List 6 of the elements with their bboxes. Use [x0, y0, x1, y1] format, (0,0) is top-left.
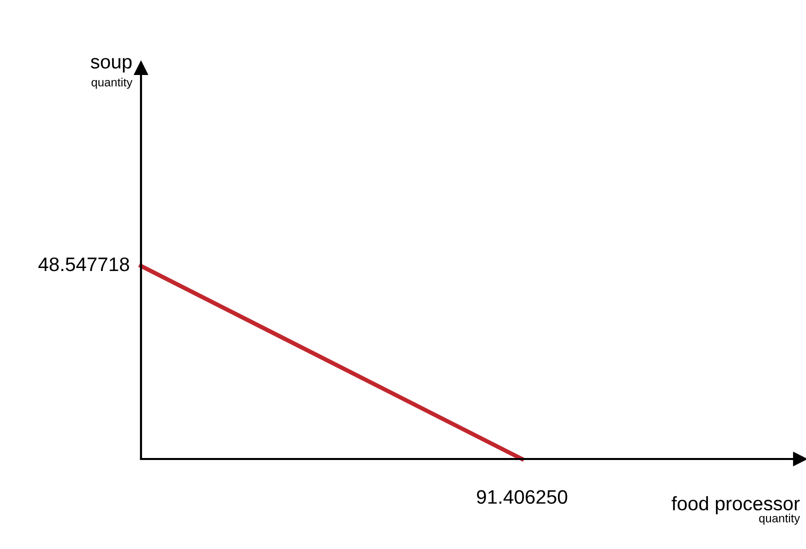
text: quantity [92, 78, 132, 89]
x-axis-title: food processor [672, 496, 800, 514]
text: 48.547718 [38, 257, 130, 272]
text: 91.406250 [476, 490, 568, 504]
text: quantity [759, 514, 800, 525]
text: soup [90, 58, 132, 72]
